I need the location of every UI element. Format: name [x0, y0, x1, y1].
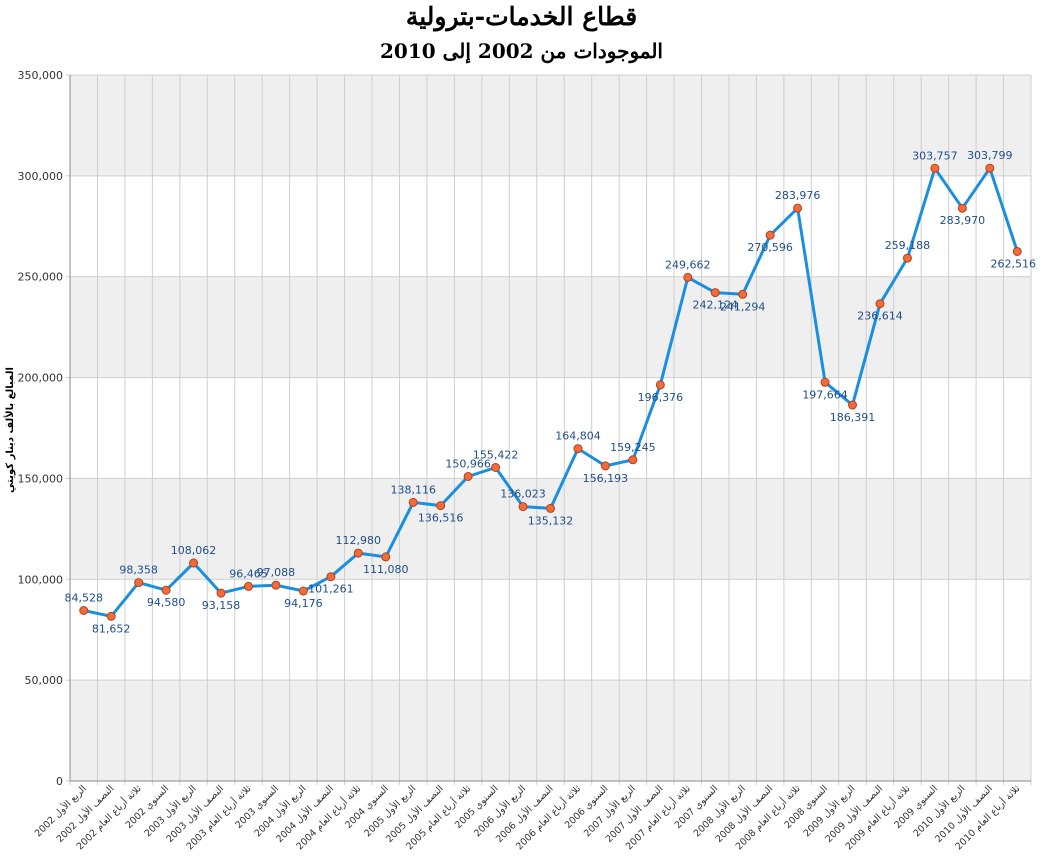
data-point	[518, 502, 528, 512]
data-label: 283,976	[775, 189, 821, 202]
data-points	[79, 163, 1022, 621]
y-tick-label: 350,000	[18, 69, 64, 82]
data-point	[765, 230, 775, 240]
vertical-gridlines	[69, 75, 1032, 785]
data-point	[930, 163, 940, 173]
data-label: 262,516	[991, 257, 1037, 270]
data-label: 155,422	[473, 448, 519, 461]
data-label: 111,080	[363, 563, 409, 576]
data-label: 259,188	[885, 239, 931, 252]
y-tick-label: 200,000	[18, 372, 64, 385]
data-point	[710, 288, 720, 298]
data-label: 98,358	[119, 564, 158, 577]
data-label: 97,088	[257, 566, 296, 579]
data-label: 150,966	[445, 457, 491, 470]
data-label: 196,376	[638, 391, 684, 404]
data-label: 236,614	[857, 310, 903, 323]
data-label: 241,294	[720, 300, 766, 313]
axes	[69, 75, 1031, 782]
y-tick-label: 250,000	[18, 271, 64, 284]
data-point	[957, 203, 967, 213]
data-point	[408, 497, 418, 507]
y-tick-label: 0	[56, 775, 63, 788]
data-point	[189, 558, 199, 568]
data-label: 94,176	[284, 597, 323, 610]
y-tick-label: 100,000	[18, 573, 64, 586]
data-point	[655, 380, 665, 390]
data-point	[436, 501, 446, 511]
data-point	[161, 585, 171, 595]
data-point	[463, 471, 473, 481]
data-label: 135,132	[528, 514, 574, 527]
grid-band	[70, 680, 1031, 781]
data-point	[491, 462, 501, 472]
data-label: 303,757	[912, 149, 958, 162]
data-label: 270,596	[747, 241, 793, 254]
data-point	[381, 552, 391, 562]
data-label: 94,580	[147, 596, 186, 609]
data-point	[985, 163, 995, 173]
grid-band	[70, 75, 1031, 176]
data-point	[600, 461, 610, 471]
data-label: 249,662	[665, 258, 711, 271]
y-tick-label: 300,000	[18, 170, 64, 183]
background-bands	[70, 75, 1031, 781]
y-tick-label: 50,000	[25, 674, 64, 687]
data-point	[902, 253, 912, 263]
data-label: 138,116	[390, 483, 436, 496]
data-label: 93,158	[202, 599, 241, 612]
data-label: 283,970	[940, 214, 986, 227]
data-label: 197,664	[802, 388, 848, 401]
horizontal-gridlines	[66, 74, 1031, 782]
data-label: 101,261	[308, 583, 354, 596]
data-point	[573, 444, 583, 454]
data-point	[271, 580, 281, 590]
data-point	[106, 611, 116, 621]
data-point	[848, 400, 858, 410]
data-label: 96,465	[229, 567, 268, 580]
data-label: 186,391	[830, 411, 876, 424]
data-label: 159,245	[610, 441, 656, 454]
data-label: 84,528	[64, 591, 103, 604]
grid-band	[70, 276, 1031, 378]
data-point	[1012, 246, 1022, 256]
data-label: 156,193	[583, 472, 629, 485]
data-label: 112,980	[336, 534, 382, 547]
data-label: 81,652	[92, 622, 131, 635]
data-point	[875, 299, 885, 309]
data-label: 136,516	[418, 512, 464, 525]
data-point	[216, 588, 226, 598]
data-point	[134, 578, 144, 588]
data-point	[326, 572, 336, 582]
data-point	[79, 605, 89, 615]
data-point	[738, 289, 748, 299]
data-label: 303,799	[967, 149, 1013, 162]
grid-band	[70, 478, 1031, 580]
data-label: 242,124	[692, 299, 738, 312]
data-point	[298, 586, 308, 596]
chart-subtitle: الموجودات من 2002 إلى 2010	[380, 39, 663, 63]
data-point	[546, 503, 555, 513]
data-label: 136,023	[500, 488, 546, 501]
y-axis-label: المبالغ بالألف دينار كويتي	[3, 367, 16, 493]
y-tick-label: 150,000	[18, 472, 64, 485]
data-point	[243, 581, 253, 591]
data-point	[683, 272, 693, 282]
data-point	[820, 377, 830, 387]
data-point	[353, 548, 363, 558]
data-point	[793, 203, 803, 213]
data-point	[628, 455, 638, 465]
data-label: 164,804	[555, 430, 601, 443]
data-labels: 84,528 81,652 98,358 94,580 108,062 93,158 96,…	[64, 149, 1036, 635]
chart-title: قطاع الخدمات-بترولية	[405, 2, 638, 31]
y-tick-labels: 0 50,000 100,000 150,000 200,000 250,000 300,0…	[18, 69, 64, 788]
data-label: 108,062	[171, 544, 217, 557]
